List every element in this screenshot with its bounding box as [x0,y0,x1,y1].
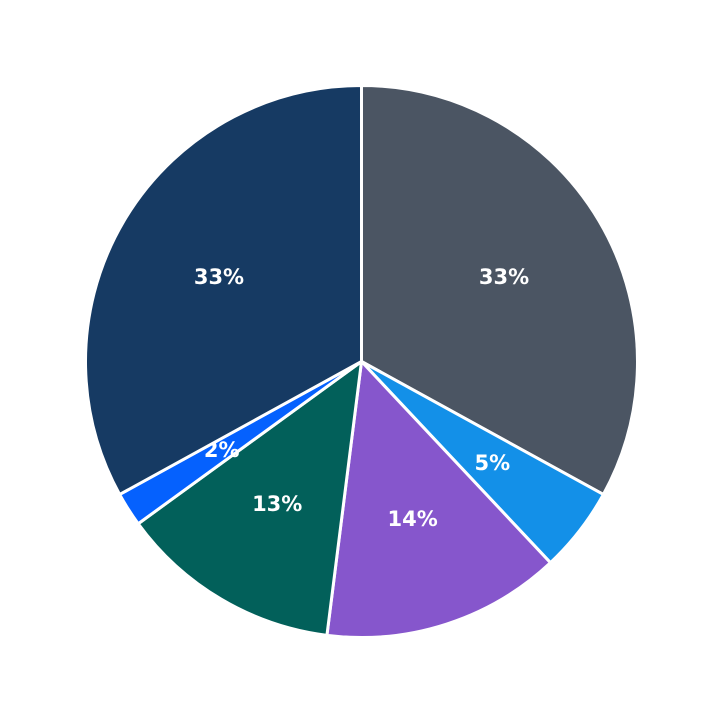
pie-slice-label: 33% [194,265,244,289]
pie-slice [136,360,363,637]
pie-slice-label: 33% [479,265,529,289]
pie-slice-label: 14% [388,507,438,531]
pie-slice-label: 5% [475,451,511,475]
pie-slice [360,84,639,496]
pie-slice [325,360,552,639]
pie-slice [84,84,363,496]
pie-slice-label: 13% [252,492,302,516]
